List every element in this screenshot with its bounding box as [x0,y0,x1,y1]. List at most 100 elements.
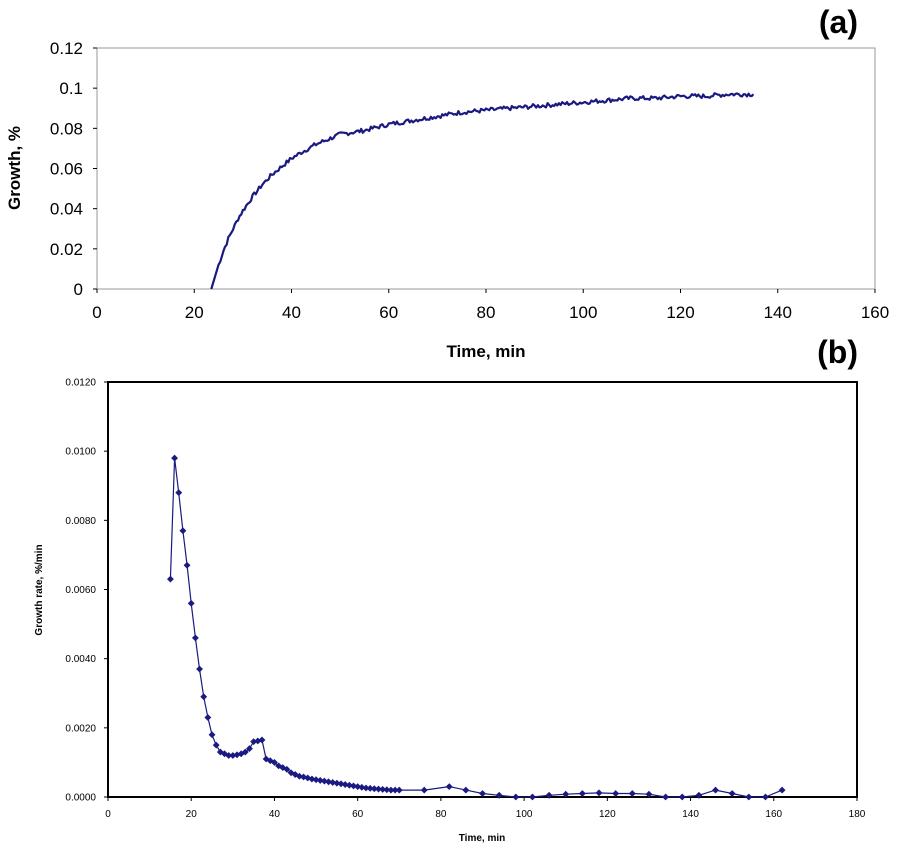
data-point [258,736,266,744]
y-tick-label: 0.12 [50,39,83,58]
data-point [578,790,586,797]
x-tick-label: 120 [666,303,694,322]
x-tick-label: 120 [599,809,616,820]
panel-b-x-axis-label: Time, min [459,833,506,844]
data-point [678,793,686,801]
data-point [316,776,324,784]
data-point [375,785,382,793]
data-point [383,786,391,794]
y-tick-label: 0.0060 [65,585,96,596]
data-point [329,779,337,786]
y-tick-label: 0.0020 [65,723,96,734]
data-point [695,791,703,799]
x-tick-label: 60 [379,303,398,322]
series-line-0 [169,457,783,798]
x-tick-label: 80 [477,303,496,322]
panel-a-x-ticks: 0 20 40 60 80 100 120 140 160 [92,289,889,322]
panel-a-label: (a) [819,4,858,40]
x-tick-label: 80 [435,809,447,820]
panel-a-chart: (a) 0 0.02 0.04 0.06 0.08 0.1 0.12 0 20 40 60 80 10… [5,4,889,361]
data-point [341,781,349,788]
panel-b-label: (b) [817,334,858,370]
data-point [191,634,199,642]
data-point [212,741,220,749]
x-tick-label: 40 [269,809,281,820]
panel-a-series [210,92,755,290]
y-tick-label: 0.08 [50,119,83,138]
data-point [395,786,403,794]
y-tick-label: 0.0000 [65,793,96,804]
y-tick-label: 0 [74,280,83,299]
data-point [495,791,503,799]
data-point [208,731,216,739]
data-point [745,793,753,801]
data-point [166,575,174,583]
data-point [362,784,370,792]
panel-b-y-ticks: 0.0000 0.0020 0.0040 0.0060 0.0080 0.0100 0.01… [65,378,108,804]
y-tick-label: 0.06 [50,159,83,178]
panel-b-y-axis-label: Growth rate, %/min [34,544,45,635]
panel-b-x-ticks: 0 20 40 60 80 100 120 140 160 180 [105,797,866,820]
data-point [283,765,291,773]
y-tick-label: 0.0120 [65,378,96,389]
data-point [204,714,212,721]
y-tick-label: 0.02 [50,240,83,259]
data-point [333,779,341,787]
panel-a-x-axis-label: Time, min [446,342,525,361]
y-tick-label: 0.1 [59,79,83,98]
data-point [628,790,636,797]
data-point [370,785,378,793]
panel-b-series [166,454,786,801]
data-point [445,783,453,791]
data-point [778,786,786,794]
data-point [345,781,353,789]
data-point [354,783,362,791]
data-point [337,780,345,788]
panel-b-plot-area [107,381,858,798]
data-point [595,789,603,797]
x-tick-label: 0 [92,303,101,322]
data-point [762,793,769,801]
data-point [645,790,653,798]
data-point [200,693,208,701]
data-point [246,745,253,753]
x-tick-label: 180 [849,809,866,820]
data-point [171,454,179,462]
panel-a-plot-area [96,47,876,290]
data-point [462,786,470,794]
x-tick-label: 100 [569,303,597,322]
data-point [325,778,332,786]
x-tick-label: 40 [282,303,301,322]
x-tick-label: 140 [764,303,792,322]
x-tick-label: 20 [185,303,204,322]
x-tick-label: 160 [861,303,889,322]
data-point [358,783,366,791]
data-point [529,793,536,801]
data-point [312,776,320,784]
data-point [512,793,520,801]
data-point [420,786,428,794]
y-tick-label: 0.0040 [65,654,96,665]
x-tick-label: 160 [765,809,782,820]
x-tick-label: 0 [105,809,111,820]
data-point [187,599,195,607]
data-point [479,790,486,797]
data-point [545,791,553,799]
data-point [179,527,187,535]
x-tick-label: 140 [682,809,699,820]
y-tick-label: 0.04 [50,200,83,219]
series-line-0 [210,92,755,290]
data-point [241,748,249,756]
data-point [183,561,191,569]
panel-b-chart: (b) 0.0000 0.0020 0.0040 0.0060 0.0080 0.0100… [34,334,866,844]
data-point [295,772,303,780]
data-point [196,665,203,673]
panel-a-y-axis-label: Growth, % [5,126,24,210]
data-point [271,758,278,766]
data-point [728,790,736,797]
x-tick-label: 60 [352,809,364,820]
data-point [712,786,719,794]
data-point [350,782,357,790]
x-tick-label: 100 [516,809,533,820]
